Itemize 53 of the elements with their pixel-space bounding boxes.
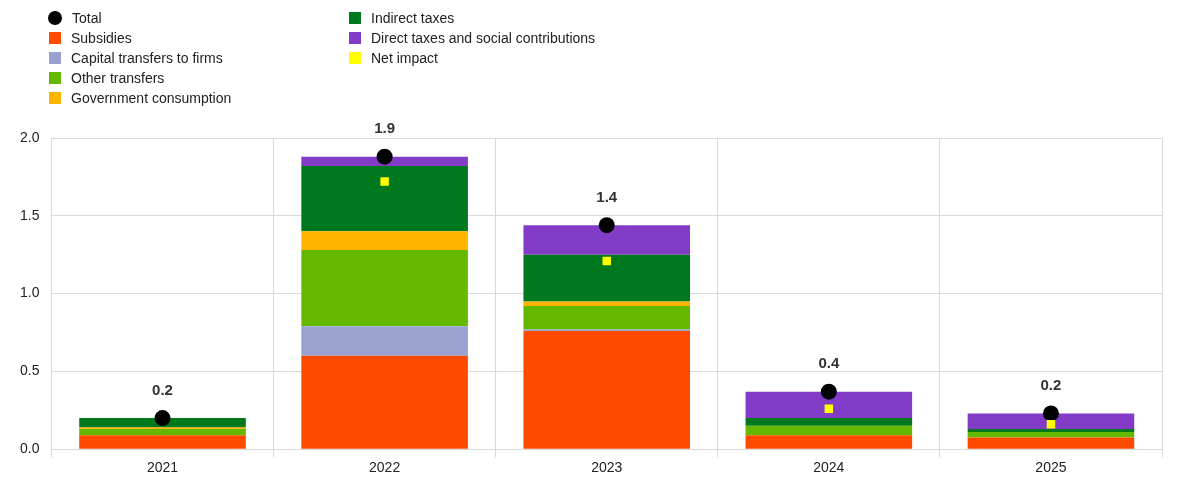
bar	[301, 326, 468, 356]
x-tick-label: 2024	[813, 459, 845, 476]
bar	[745, 391, 913, 419]
legend-label: Direct taxes and social contributions	[371, 30, 596, 46]
data-label: 1.4	[596, 187, 618, 205]
point	[376, 148, 393, 165]
legend-label: Capital transfers to firms	[71, 50, 223, 66]
y-tick-label: 0.5	[19, 362, 40, 379]
legend-label: Net impact	[371, 50, 438, 66]
bar	[967, 413, 1135, 429]
bar	[745, 418, 913, 426]
legend-label: Subsidies	[71, 30, 132, 46]
bar	[523, 330, 691, 449]
legend-label: Total	[72, 10, 102, 26]
data-label: 0.2	[152, 380, 173, 398]
bar	[79, 435, 246, 449]
bar	[967, 437, 1135, 449]
point	[820, 383, 837, 400]
bar	[523, 301, 691, 307]
data-label: 1.9	[374, 119, 396, 137]
bar	[301, 355, 468, 449]
bar	[745, 435, 913, 449]
bar	[967, 428, 1135, 433]
bar	[301, 166, 468, 232]
bar	[79, 428, 246, 436]
data-label: 0.2	[1040, 376, 1062, 394]
point	[1042, 405, 1059, 422]
legend-label: Government consumption	[71, 90, 232, 106]
x-tick-label: 2021	[146, 459, 179, 476]
bar	[523, 254, 691, 302]
x-tick-label: 2022	[369, 459, 401, 476]
y-tick-label: 1.0	[19, 284, 40, 301]
y-tick-label: 1.5	[19, 206, 40, 223]
x-tick-label: 2023	[591, 459, 623, 476]
bar	[523, 306, 691, 330]
legend-label: Other transfers	[71, 70, 165, 86]
bar	[79, 418, 246, 428]
point	[380, 177, 389, 186]
bar	[967, 432, 1135, 438]
point	[154, 410, 171, 427]
bar	[523, 225, 691, 255]
point	[598, 217, 615, 234]
point	[602, 256, 611, 266]
legend-label: Indirect taxes	[371, 10, 455, 26]
y-tick-label: 2.0	[19, 128, 40, 145]
data-label: 0.4	[818, 354, 840, 372]
point	[1046, 420, 1056, 429]
bar	[301, 231, 468, 251]
bar	[301, 156, 468, 167]
bar	[745, 425, 913, 436]
bar	[301, 250, 468, 327]
y-tick-label: 0.0	[19, 440, 40, 457]
x-tick-label: 2025	[1035, 459, 1067, 476]
